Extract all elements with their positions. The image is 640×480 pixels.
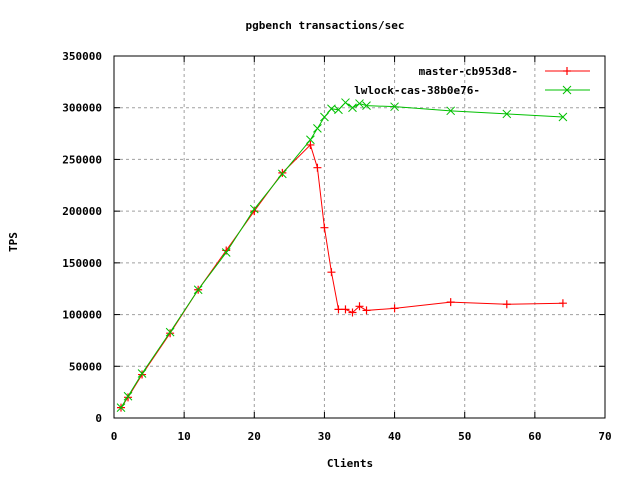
series-line: [120, 101, 563, 408]
ticks: 0 50000 100000 150000 200000 250000 300000 3500…: [62, 50, 611, 443]
data-point-cross: [341, 98, 350, 107]
data-point-cross: [277, 169, 287, 179]
data-point-plus: [341, 305, 350, 314]
x-tick-label: 10: [178, 430, 191, 443]
data-point-cross: [327, 104, 336, 114]
grid: [114, 56, 605, 418]
data-point-plus: [138, 370, 147, 379]
data-point-plus: [124, 393, 133, 402]
data-point-plus: [446, 298, 455, 307]
data-point-cross: [362, 101, 371, 110]
data-point-plus: [362, 306, 371, 315]
y-tick-label: 200000: [62, 205, 102, 218]
data-point-plus: [563, 67, 571, 75]
data-point-plus: [334, 305, 343, 314]
y-tick-label: 150000: [62, 257, 102, 270]
data-point-cross: [306, 135, 315, 145]
data-point-plus: [348, 308, 357, 317]
data-point-cross: [562, 85, 572, 95]
data-point-cross: [334, 105, 343, 115]
chart-title: pgbench transactions/sec: [246, 19, 405, 32]
data-point-plus: [313, 163, 322, 172]
x-tick-label: 50: [458, 430, 471, 443]
data-point-cross: [249, 204, 259, 214]
y-tick-label: 0: [95, 412, 102, 425]
data-point-cross: [502, 109, 512, 119]
data-point-cross: [137, 369, 147, 378]
data-point-plus: [327, 268, 336, 277]
legend: master-cb953d8- lwlock-cas-38b0e76-: [354, 65, 590, 97]
x-tick-label: 20: [248, 430, 261, 443]
data-point-cross: [355, 99, 364, 108]
data-point-plus: [558, 299, 567, 308]
x-tick-label: 60: [528, 430, 541, 443]
data-point-cross: [446, 106, 456, 116]
data-point-cross: [313, 124, 322, 133]
series-0: [117, 140, 567, 412]
series-line: [120, 144, 563, 408]
x-axis-label: Clients: [327, 457, 373, 470]
data-point-cross: [390, 102, 399, 112]
data-point-plus: [306, 140, 315, 149]
y-tick-label: 350000: [62, 50, 102, 63]
y-tick-label: 300000: [62, 102, 102, 115]
plot-frame: [113, 55, 606, 419]
x-tick-label: 0: [111, 430, 118, 443]
y-tick-label: 100000: [62, 309, 102, 322]
data-point-cross: [320, 112, 329, 122]
x-tick-label: 30: [318, 430, 331, 443]
series-1: [116, 98, 568, 413]
y-tick-label: 50000: [69, 360, 102, 373]
data-point-plus: [355, 302, 364, 311]
data-point-cross: [221, 248, 231, 257]
data-point-cross: [123, 391, 133, 401]
data-point-plus: [166, 329, 175, 338]
data-point-plus: [320, 223, 329, 232]
data-point-cross: [558, 112, 568, 122]
x-tick-label: 70: [598, 430, 611, 443]
legend-label: master-cb953d8-: [419, 65, 518, 78]
data-point-cross: [348, 103, 357, 113]
series-layer: [116, 98, 568, 413]
legend-label: lwlock-cas-38b0e76-: [354, 84, 480, 97]
data-point-cross: [116, 403, 126, 413]
data-point-cross: [193, 285, 203, 295]
data-point-plus: [390, 304, 399, 313]
y-axis-label: TPS: [7, 232, 20, 252]
y-tick-label: 250000: [62, 153, 102, 166]
x-tick-label: 40: [388, 430, 401, 443]
data-point-cross: [165, 327, 175, 337]
data-point-plus: [278, 168, 287, 177]
data-point-plus: [502, 300, 511, 309]
